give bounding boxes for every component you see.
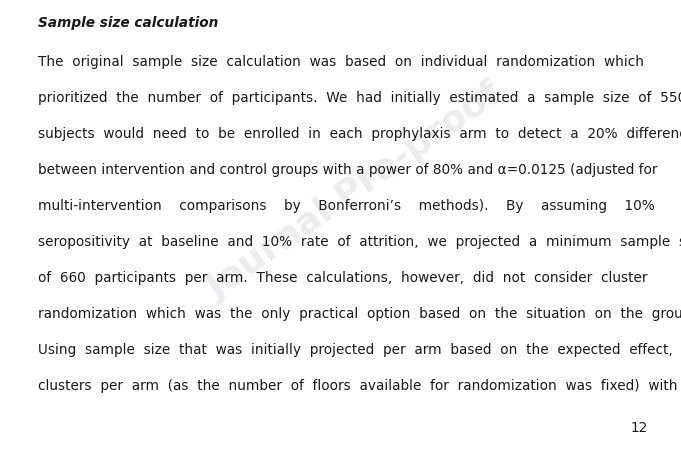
Text: Using  sample  size  that  was  initially  projected  per  arm  based  on  the  : Using sample size that was initially pro…: [38, 343, 681, 357]
Text: seropositivity  at  baseline  and  10%  rate  of  attrition,  we  projected  a  : seropositivity at baseline and 10% rate …: [38, 235, 681, 249]
Text: prioritized  the  number  of  participants.  We  had  initially  estimated  a  s: prioritized the number of participants. …: [38, 91, 681, 105]
Text: 12: 12: [631, 421, 648, 435]
Text: clusters  per  arm  (as  the  number  of  floors  available  for  randomization : clusters per arm (as the number of floor…: [38, 379, 678, 393]
Text: The  original  sample  size  calculation  was  based  on  individual  randomizat: The original sample size calculation was…: [38, 55, 644, 69]
Text: Sample size calculation: Sample size calculation: [38, 16, 219, 30]
Text: Journal Pre-proof: Journal Pre-proof: [201, 78, 507, 306]
Text: between intervention and control groups with a power of 80% and α=0.0125 (adjust: between intervention and control groups …: [38, 163, 657, 177]
Text: subjects  would  need  to  be  enrolled  in  each  prophylaxis  arm  to  detect : subjects would need to be enrolled in ea…: [38, 127, 681, 141]
Text: of  660  participants  per  arm.  These  calculations,  however,  did  not  cons: of 660 participants per arm. These calcu…: [38, 271, 648, 285]
Text: randomization  which  was  the  only  practical  option  based  on  the  situati: randomization which was the only practic…: [38, 307, 681, 321]
Text: multi-intervention    comparisons    by    Bonferroni’s    methods).    By    as: multi-intervention comparisons by Bonfer…: [38, 199, 654, 213]
